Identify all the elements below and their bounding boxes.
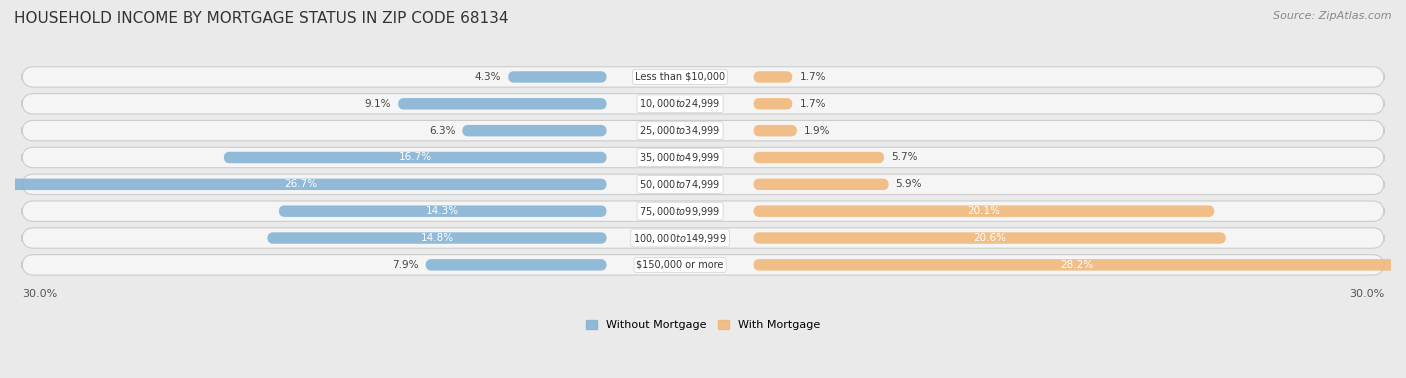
Text: 5.7%: 5.7% [891, 152, 918, 163]
Text: 1.7%: 1.7% [800, 72, 825, 82]
FancyBboxPatch shape [754, 232, 1226, 244]
Text: 7.9%: 7.9% [392, 260, 419, 270]
Text: 26.7%: 26.7% [284, 179, 318, 189]
FancyBboxPatch shape [22, 255, 1384, 275]
Legend: Without Mortgage, With Mortgage: Without Mortgage, With Mortgage [582, 316, 824, 335]
Text: $25,000 to $34,999: $25,000 to $34,999 [640, 124, 721, 137]
Text: HOUSEHOLD INCOME BY MORTGAGE STATUS IN ZIP CODE 68134: HOUSEHOLD INCOME BY MORTGAGE STATUS IN Z… [14, 11, 509, 26]
FancyBboxPatch shape [754, 259, 1400, 271]
FancyBboxPatch shape [754, 152, 884, 163]
FancyBboxPatch shape [508, 71, 606, 83]
FancyBboxPatch shape [22, 67, 1384, 87]
FancyBboxPatch shape [0, 179, 606, 190]
Text: $10,000 to $24,999: $10,000 to $24,999 [640, 97, 721, 110]
Text: 9.1%: 9.1% [364, 99, 391, 109]
FancyBboxPatch shape [754, 179, 889, 190]
FancyBboxPatch shape [22, 201, 1384, 222]
Text: 14.8%: 14.8% [420, 233, 454, 243]
FancyBboxPatch shape [754, 206, 1215, 217]
Text: 5.9%: 5.9% [896, 179, 922, 189]
FancyBboxPatch shape [224, 152, 606, 163]
Text: $100,000 to $149,999: $100,000 to $149,999 [633, 231, 727, 245]
FancyBboxPatch shape [267, 232, 606, 244]
FancyBboxPatch shape [398, 98, 606, 110]
Text: $75,000 to $99,999: $75,000 to $99,999 [640, 204, 721, 218]
Text: 1.9%: 1.9% [804, 125, 831, 136]
Text: 16.7%: 16.7% [399, 152, 432, 163]
Text: 14.3%: 14.3% [426, 206, 460, 216]
Text: 30.0%: 30.0% [22, 289, 58, 299]
Text: 6.3%: 6.3% [429, 125, 456, 136]
FancyBboxPatch shape [22, 94, 1384, 114]
Text: 28.2%: 28.2% [1060, 260, 1094, 270]
Text: 1.7%: 1.7% [800, 99, 825, 109]
FancyBboxPatch shape [22, 147, 1384, 168]
Text: 20.1%: 20.1% [967, 206, 1001, 216]
FancyBboxPatch shape [22, 228, 1384, 248]
FancyBboxPatch shape [22, 121, 1384, 141]
Text: Less than $10,000: Less than $10,000 [636, 72, 725, 82]
Text: $35,000 to $49,999: $35,000 to $49,999 [640, 151, 721, 164]
Text: 30.0%: 30.0% [1348, 289, 1384, 299]
Text: $150,000 or more: $150,000 or more [637, 260, 724, 270]
FancyBboxPatch shape [463, 125, 606, 136]
Text: $50,000 to $74,999: $50,000 to $74,999 [640, 178, 721, 191]
FancyBboxPatch shape [754, 98, 793, 110]
FancyBboxPatch shape [22, 174, 1384, 195]
FancyBboxPatch shape [754, 71, 793, 83]
FancyBboxPatch shape [426, 259, 606, 271]
Text: 20.6%: 20.6% [973, 233, 1007, 243]
Text: 4.3%: 4.3% [475, 72, 501, 82]
Text: Source: ZipAtlas.com: Source: ZipAtlas.com [1274, 11, 1392, 21]
FancyBboxPatch shape [754, 125, 797, 136]
FancyBboxPatch shape [278, 206, 606, 217]
